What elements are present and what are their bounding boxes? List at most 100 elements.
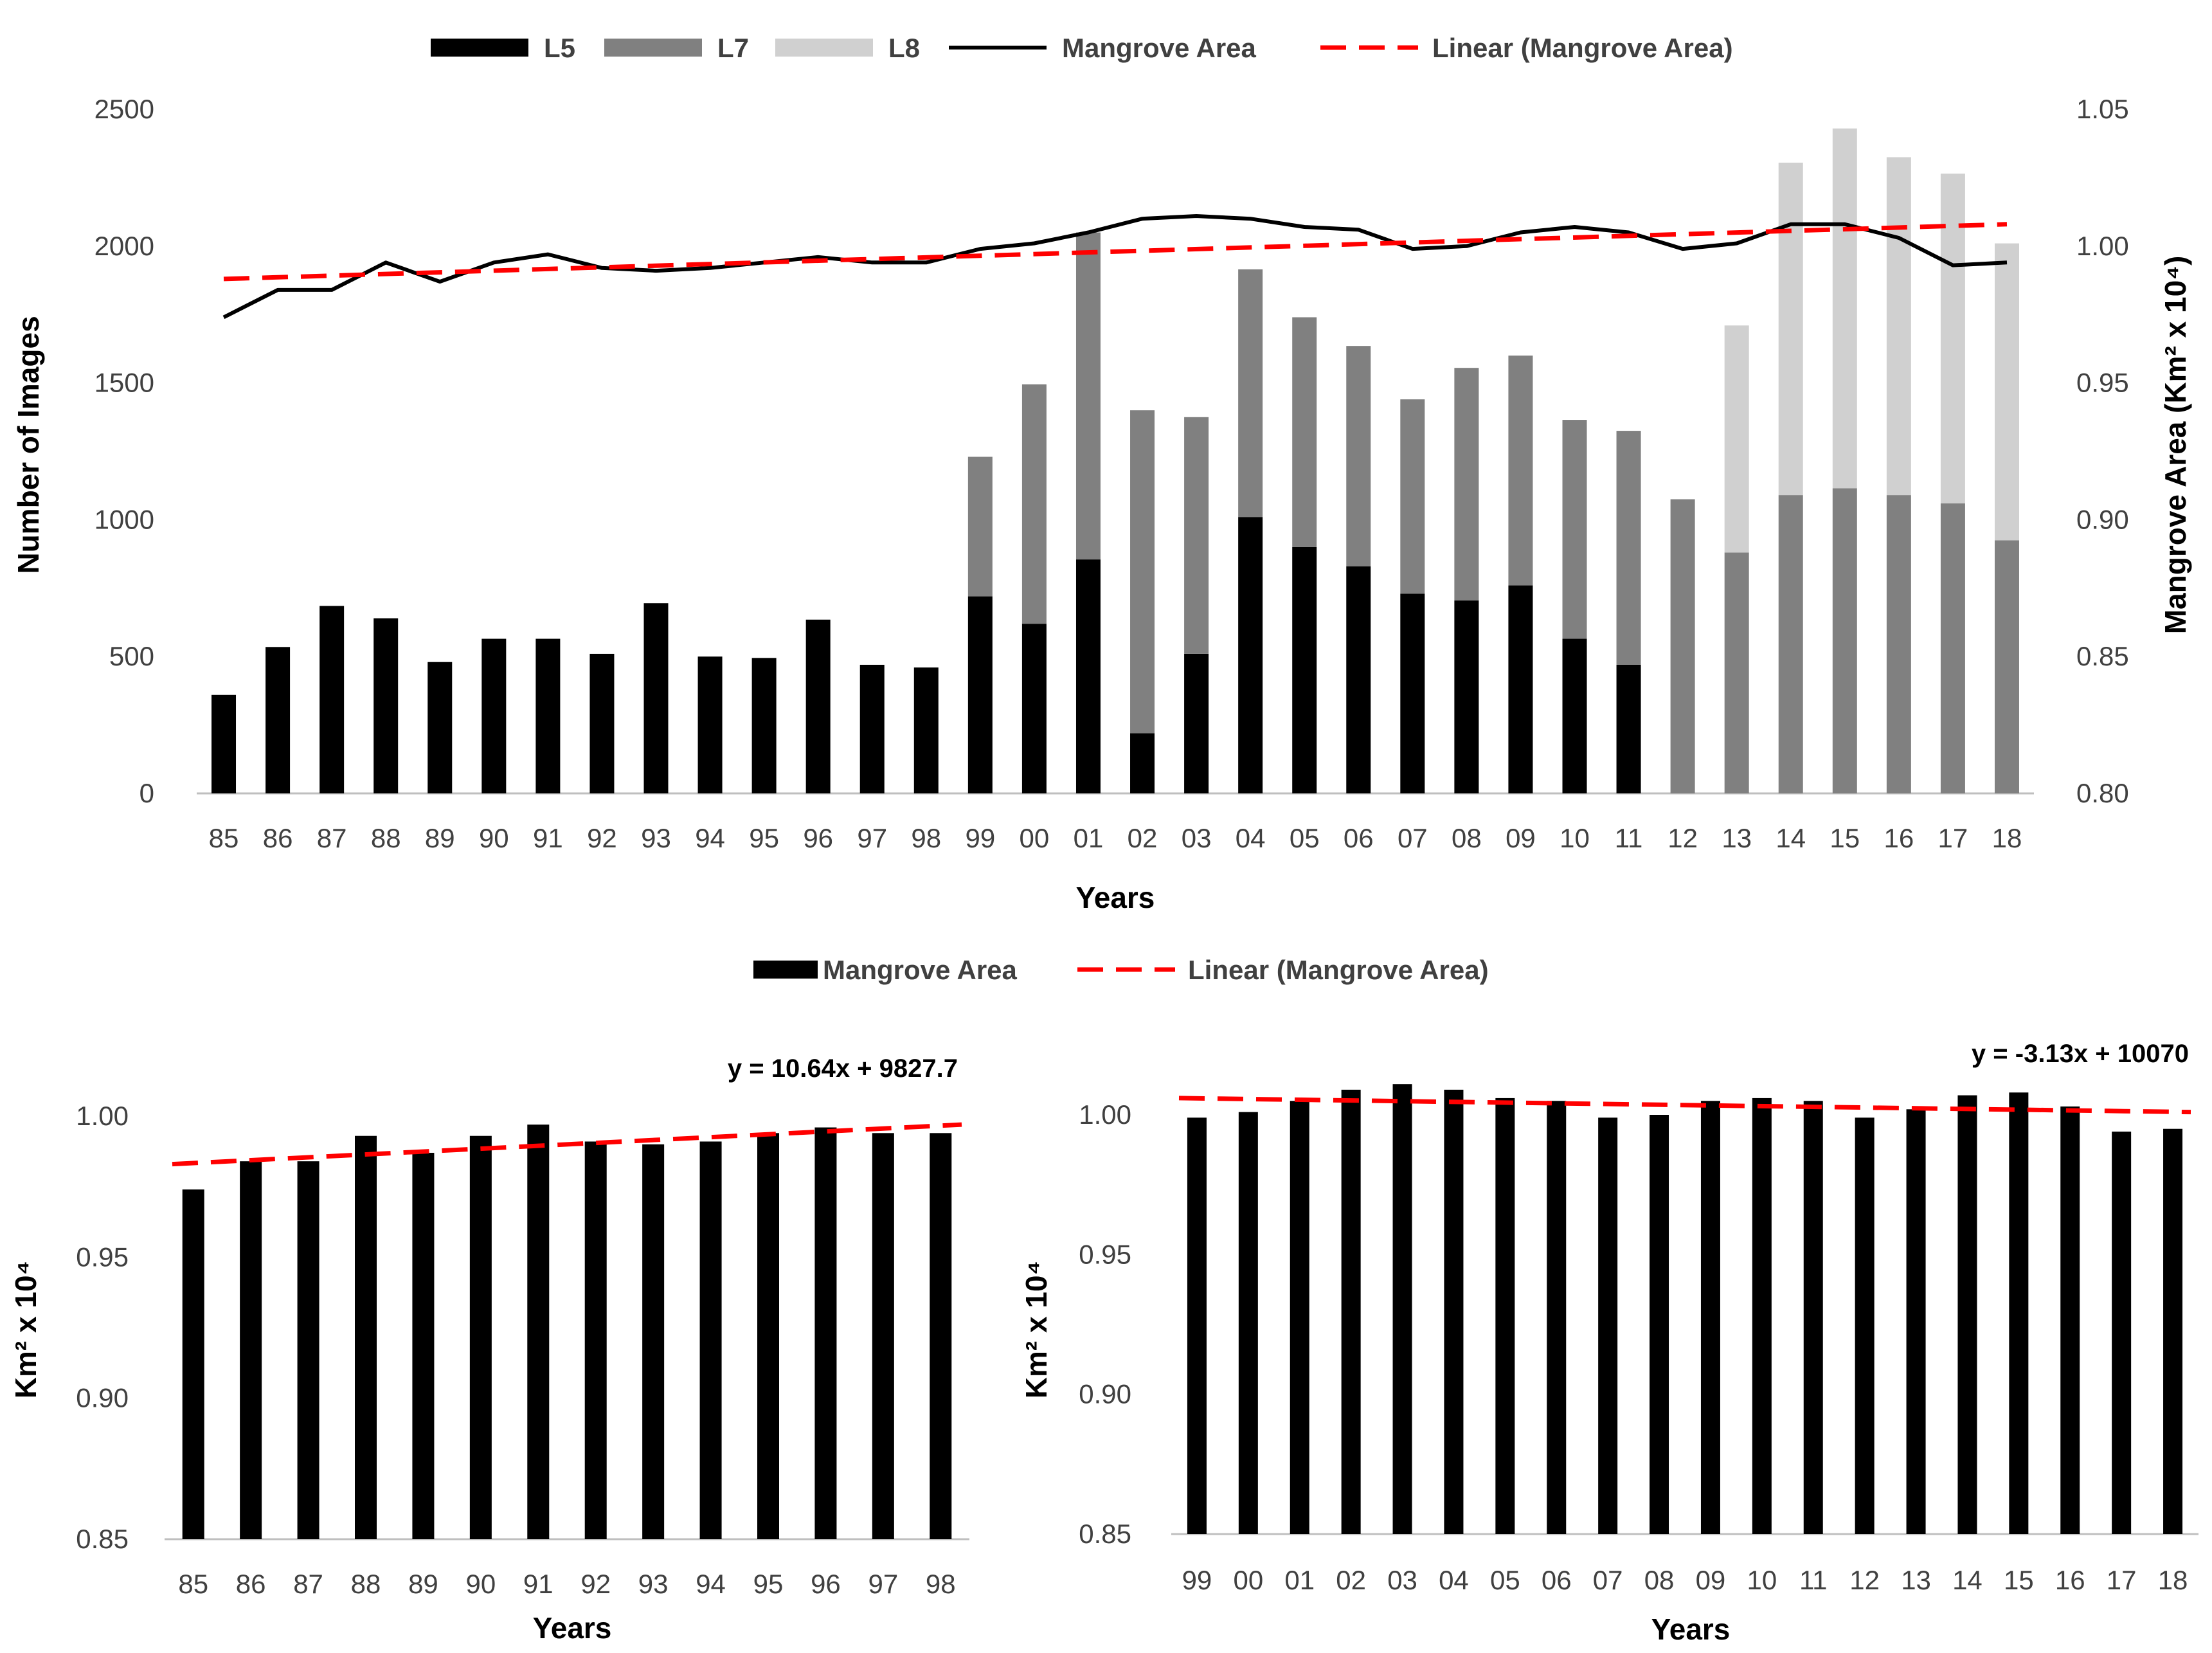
top-y-tick-label: 2000 (94, 231, 154, 261)
top-x-tick-label: 08 (1452, 823, 1482, 853)
bottom-right-equation: y = -3.13x + 10070 (1972, 1040, 2189, 1068)
br-x-tick-label: 05 (1490, 1565, 1520, 1595)
bar-l5 (805, 619, 831, 793)
bl-y-tick-label: 1.00 (76, 1101, 129, 1131)
legend-swatch-l5 (431, 39, 528, 57)
top-x-tick-label: 10 (1560, 823, 1590, 853)
bar-l5 (427, 662, 453, 793)
mangrove-area-line (222, 214, 2008, 320)
top-y2-tick-label: 1.00 (2076, 231, 2129, 261)
bar-l8 (1994, 243, 2019, 541)
top-x-tick-label: 02 (1128, 823, 1158, 853)
bar-l7 (1562, 420, 1587, 639)
top-x-tick-label: 04 (1236, 823, 1266, 853)
area-bar (1341, 1089, 1361, 1534)
br-y-tick-label: 0.90 (1079, 1379, 1131, 1409)
top-x-tick-label: 00 (1020, 823, 1050, 853)
bar-l7 (1130, 410, 1155, 734)
top-x-tick-label: 17 (1938, 823, 1968, 853)
bar-l8 (1940, 174, 1965, 503)
br-x-tick-label: 06 (1542, 1565, 1572, 1595)
mangrove-trend-line (223, 222, 2008, 282)
legend-label-trend: Linear (Mangrove Area) (1432, 33, 1733, 63)
top-x-tick-label: 97 (857, 823, 887, 853)
bottom-right-y-axis-ticks: 0.85 0.90 0.95 1.00 (1079, 1099, 1131, 1549)
bl-x-tick-label: 89 (408, 1569, 438, 1599)
top-y2-tick-label: 0.80 (2076, 778, 2129, 808)
area-bar (1957, 1095, 1977, 1534)
bar-l5 (643, 603, 669, 793)
bar-l5 (751, 658, 777, 793)
top-x-tick-label: 06 (1344, 823, 1374, 853)
bar-l7 (1940, 503, 1965, 793)
area-bar (527, 1125, 550, 1539)
top-x-tick-label: 87 (317, 823, 347, 853)
area-bar (1547, 1101, 1567, 1534)
bl-x-tick-label: 85 (178, 1569, 208, 1599)
top-x-tick-label: 91 (533, 823, 563, 853)
bottom-right-y-axis-title: Km² x 10⁴ (1020, 1261, 1053, 1399)
bar-l5 (1021, 624, 1047, 793)
bottom-right-x-axis-ticks: 99 00 01 02 03 04 05 06 07 08 09 10 11 12 13 14 15 16 17 18 (1182, 1565, 2188, 1595)
top-x-tick-label: 14 (1776, 823, 1806, 853)
top-x-tick-label: 94 (695, 823, 725, 853)
br-y-tick-label: 1.00 (1079, 1099, 1131, 1130)
bl-x-tick-label: 87 (293, 1569, 323, 1599)
br-x-tick-label: 12 (1849, 1565, 1880, 1595)
top-y-axis-ticks: 0 500 1000 1500 2000 2500 (94, 94, 154, 808)
bar-l5 (1292, 546, 1317, 793)
bar-l5 (967, 596, 993, 793)
area-bar (814, 1127, 837, 1539)
top-x-tick-label: 92 (587, 823, 617, 853)
bar-l5 (1562, 638, 1587, 793)
br-y-tick-label: 0.85 (1079, 1519, 1131, 1549)
br-x-tick-label: 14 (1952, 1565, 1983, 1595)
top-x-tick-label: 90 (479, 823, 509, 853)
bar-l7 (1616, 431, 1641, 665)
area-bar (469, 1135, 492, 1539)
bottom-right-trend (1178, 1096, 2191, 1115)
bottom-left-equation: y = 10.64x + 9827.7 (728, 1054, 958, 1083)
top-bars (211, 128, 2019, 793)
bar-l7 (1778, 495, 1803, 793)
bar-l8 (1724, 325, 1749, 553)
br-x-tick-label: 08 (1644, 1565, 1675, 1595)
br-x-tick-label: 09 (1696, 1565, 1726, 1595)
bottom-left-chart: 0.85 0.90 0.95 1.00 85 86 87 88 89 90 91 92 93 94 95 9… (9, 1054, 969, 1645)
area-bar (1650, 1115, 1669, 1534)
top-y-tick-label: 1000 (94, 504, 154, 534)
legend-label-l8: L8 (888, 33, 920, 63)
bl-x-tick-label: 97 (868, 1569, 898, 1599)
top-x-tick-label: 89 (425, 823, 455, 853)
top-x-tick-label: 99 (965, 823, 995, 853)
area-bar (1598, 1117, 1618, 1534)
bl-y-tick-label: 0.95 (76, 1242, 129, 1272)
legend-swatch-l7 (604, 39, 702, 57)
area-bar (240, 1161, 262, 1539)
bar-l7 (1400, 399, 1425, 594)
bar-l7 (1724, 552, 1749, 793)
area-bar (1906, 1109, 1926, 1534)
br-x-tick-label: 11 (1799, 1565, 1828, 1595)
bottom-right-x-axis-title: Years (1651, 1612, 1731, 1646)
area-bar (1855, 1117, 1875, 1534)
br-x-tick-label: 16 (2055, 1565, 2085, 1595)
top-x-tick-label: 18 (1992, 823, 2022, 853)
area-bar (1290, 1101, 1309, 1534)
bottom-left-y-axis-ticks: 0.85 0.90 0.95 1.00 (76, 1101, 129, 1554)
bottom-legend-swatch-area (753, 961, 818, 979)
area-bar (1752, 1097, 1772, 1534)
bar-l5 (373, 618, 399, 793)
area-bar (355, 1135, 377, 1539)
bottom-right-chart: 0.85 0.90 0.95 1.00 99 00 01 02 03 04 05 06 07 08 09 1… (1020, 1040, 2199, 1646)
bar-l8 (1886, 157, 1911, 496)
top-x-tick-label: 16 (1884, 823, 1914, 853)
bottom-left-y-axis-title: Km² x 10⁴ (9, 1261, 42, 1399)
bar-l7 (1994, 540, 2019, 793)
bar-l5 (1130, 733, 1155, 793)
top-x-axis-ticks: 85 86 87 88 89 90 91 92 93 94 95 96 97 98 99 00 01 02 03 04… (209, 823, 2022, 853)
top-x-tick-label: 96 (803, 823, 833, 853)
bar-l7 (1292, 317, 1317, 547)
bl-x-tick-label: 95 (753, 1569, 784, 1599)
